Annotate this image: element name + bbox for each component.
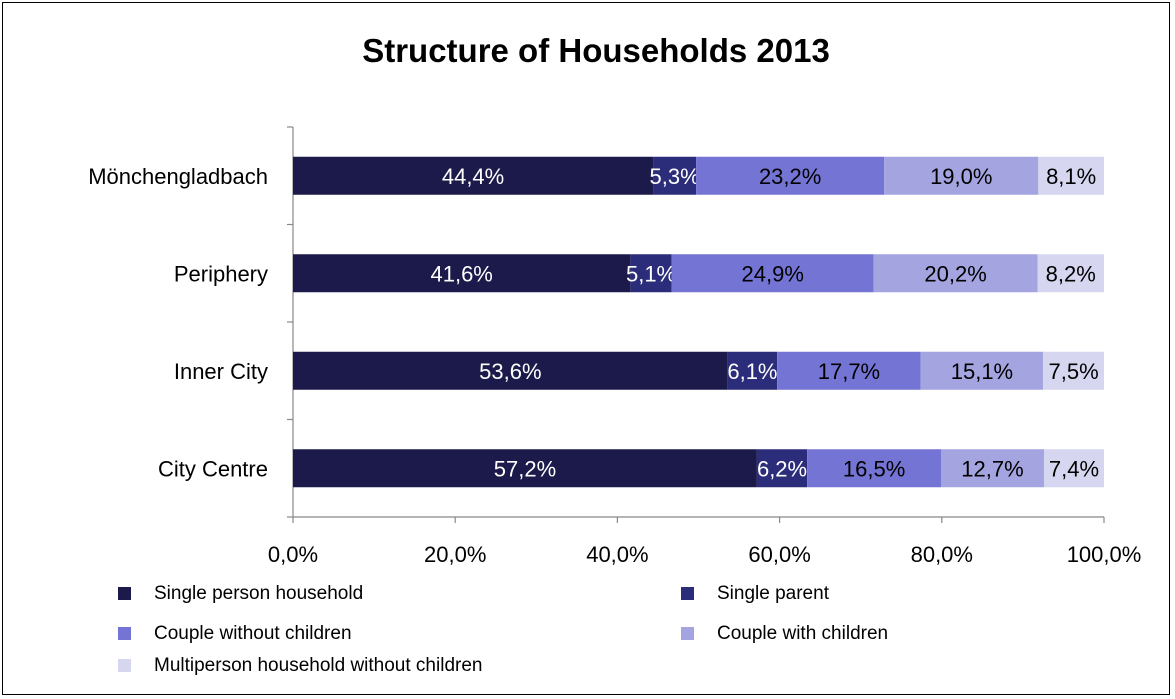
category-label-monchengladbach: Mönchengladbach xyxy=(88,164,268,189)
data-label: 8,2% xyxy=(1046,261,1096,286)
data-label: 7,5% xyxy=(1049,359,1099,384)
data-label: 24,9% xyxy=(742,261,804,286)
bar-segment-couple-without-children-monchengladbach xyxy=(696,156,885,195)
bar-segment-single-person-household-inner-city xyxy=(293,351,728,390)
data-label: 6,1% xyxy=(727,359,777,384)
bar-segment-couple-without-children-inner-city xyxy=(777,351,921,390)
data-label: 17,7% xyxy=(818,359,880,384)
category-label-periphery: Periphery xyxy=(174,261,268,286)
x-tick-label: 0,0% xyxy=(268,542,318,567)
bar-segment-single-person-household-city-centre xyxy=(293,449,757,488)
data-label: 44,4% xyxy=(442,164,504,189)
data-label: 20,2% xyxy=(924,261,986,286)
legend-swatch-single-person-household xyxy=(118,587,131,600)
data-label: 53,6% xyxy=(479,359,541,384)
bar-segment-multiperson-household-without-children-periphery xyxy=(1037,254,1104,293)
plot-area: 0,0% 20,0% 40,0% 60,0% 80,0% 100,0% Mönchengla… xyxy=(88,126,1142,567)
bar-segment-couple-with-children-city-centre xyxy=(940,449,1044,488)
legend-swatch-single-parent xyxy=(681,587,694,600)
bar-segment-couple-with-children-monchengladbach xyxy=(884,156,1039,195)
x-tick-label: 20,0% xyxy=(424,542,486,567)
x-tick-label: 100,0% xyxy=(1067,542,1142,567)
legend-label-single-person-household: Single person household xyxy=(154,583,363,604)
legend-label-couple-with-children: Couple with children xyxy=(717,623,888,644)
chart-title: Structure of Households 2013 xyxy=(362,32,830,69)
legend-label-multiperson-household-without-children: Multiperson household without children xyxy=(154,655,482,676)
data-label: 41,6% xyxy=(430,261,492,286)
legend-label-single-parent: Single parent xyxy=(717,583,830,604)
x-tick-label: 40,0% xyxy=(586,542,648,567)
data-label: 15,1% xyxy=(951,359,1013,384)
bar-segment-single-parent-monchengladbach xyxy=(653,156,697,195)
data-label: 16,5% xyxy=(843,456,905,481)
chart-legend: Single person household Single parent Coup… xyxy=(118,583,888,676)
bar-segment-multiperson-household-without-children-inner-city xyxy=(1043,351,1104,390)
x-tick-label: 60,0% xyxy=(748,542,810,567)
category-label-city-centre: City Centre xyxy=(158,456,268,481)
legend-swatch-couple-with-children xyxy=(681,627,694,640)
legend-swatch-multiperson-household-without-children xyxy=(118,659,131,672)
bar-segment-single-parent-inner-city xyxy=(727,351,778,390)
data-label: 8,1% xyxy=(1046,164,1096,189)
bar-segment-couple-without-children-periphery xyxy=(671,254,874,293)
category-label-inner-city: Inner City xyxy=(174,359,268,384)
data-label: 5,3% xyxy=(649,164,699,189)
bar-segment-couple-with-children-periphery xyxy=(873,254,1038,293)
bar-segment-couple-with-children-inner-city xyxy=(920,351,1044,390)
legend-swatch-couple-without-children xyxy=(118,627,131,640)
x-tick-label: 80,0% xyxy=(911,542,973,567)
data-label: 6,2% xyxy=(757,456,807,481)
bar-segment-single-person-household-periphery xyxy=(293,254,631,293)
data-label: 7,4% xyxy=(1049,456,1099,481)
data-label: 57,2% xyxy=(494,456,556,481)
data-label: 12,7% xyxy=(961,456,1023,481)
bar-segment-single-person-household-monchengladbach xyxy=(293,156,654,195)
data-label: 5,1% xyxy=(626,261,676,286)
bar-segment-single-parent-periphery xyxy=(630,254,672,293)
bar-segment-multiperson-household-without-children-monchengladbach xyxy=(1038,156,1104,195)
bar-segment-couple-without-children-city-centre xyxy=(807,449,941,488)
data-label: 23,2% xyxy=(759,164,821,189)
legend-label-couple-without-children: Couple without children xyxy=(154,623,352,644)
data-label: 19,0% xyxy=(930,164,992,189)
bar-segment-single-parent-city-centre xyxy=(756,449,808,488)
bar-segment-multiperson-household-without-children-city-centre xyxy=(1043,449,1104,488)
